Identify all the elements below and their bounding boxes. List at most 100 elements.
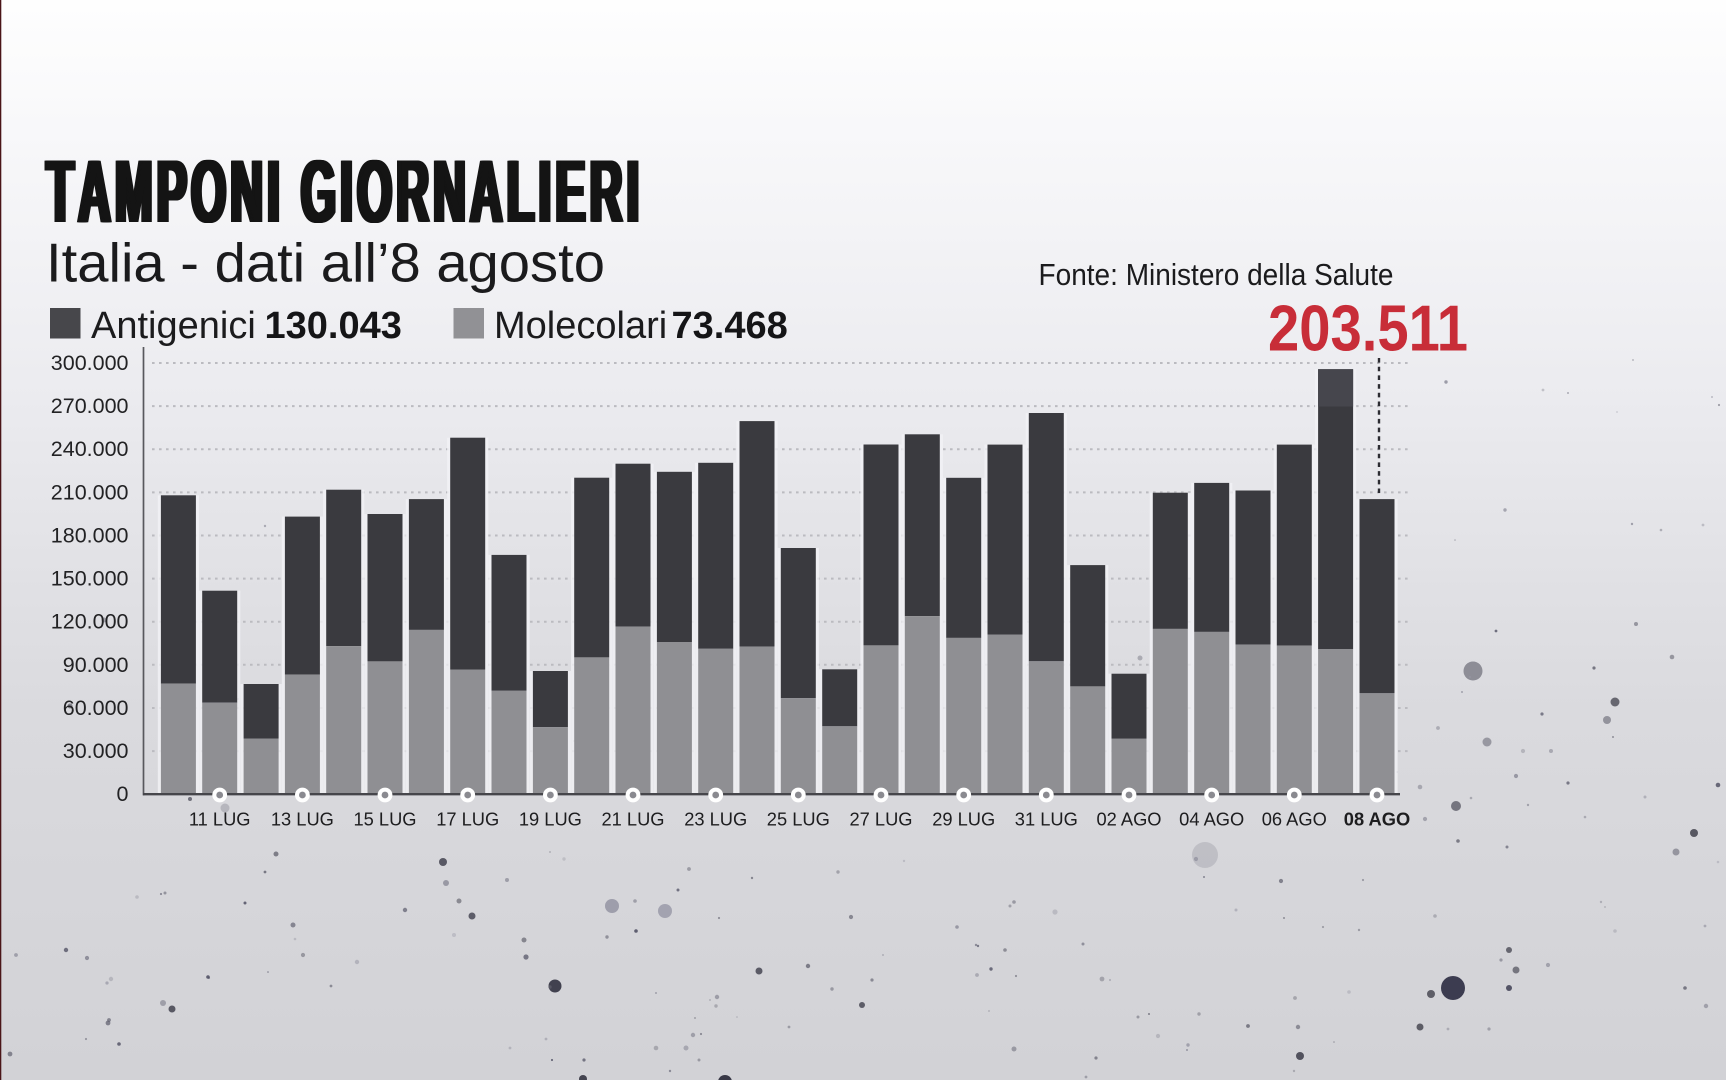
svg-text:E: E bbox=[555, 141, 585, 241]
svg-text:13 LUG: 13 LUG bbox=[271, 809, 334, 830]
svg-text:I: I bbox=[270, 141, 282, 241]
svg-text:08 AGO: 08 AGO bbox=[1344, 809, 1410, 830]
svg-text:O: O bbox=[190, 141, 225, 241]
svg-text:P: P bbox=[156, 141, 186, 241]
svg-text:L: L bbox=[505, 141, 532, 241]
svg-text:I: I bbox=[338, 141, 350, 241]
svg-text:31 LUG: 31 LUG bbox=[1015, 809, 1078, 830]
svg-text:I: I bbox=[540, 141, 552, 241]
svg-text:25 LUG: 25 LUG bbox=[767, 809, 830, 830]
svg-text:M: M bbox=[116, 141, 153, 241]
svg-text:M: M bbox=[115, 141, 152, 241]
svg-text:A: A bbox=[79, 141, 111, 241]
svg-text:M: M bbox=[113, 141, 150, 241]
svg-text:O: O bbox=[192, 141, 227, 241]
svg-text:I: I bbox=[341, 141, 353, 241]
svg-text:180.000: 180.000 bbox=[51, 524, 129, 548]
svg-text:I: I bbox=[539, 141, 551, 241]
svg-text:R: R bbox=[589, 141, 621, 241]
svg-text:N: N bbox=[231, 141, 263, 241]
svg-text:R: R bbox=[396, 141, 428, 241]
svg-text:T: T bbox=[46, 141, 73, 241]
svg-text:M: M bbox=[117, 141, 154, 241]
svg-text:I: I bbox=[629, 141, 641, 241]
svg-text:19 LUG: 19 LUG bbox=[519, 809, 582, 830]
svg-text:M: M bbox=[113, 141, 150, 241]
svg-text:A: A bbox=[80, 141, 112, 241]
svg-text:N: N bbox=[228, 141, 260, 241]
svg-text:O: O bbox=[359, 141, 394, 241]
svg-text:I: I bbox=[539, 141, 551, 241]
svg-text:30.000: 30.000 bbox=[63, 739, 129, 763]
svg-text:06 AGO: 06 AGO bbox=[1262, 809, 1327, 830]
svg-text:I: I bbox=[626, 141, 638, 241]
svg-text:I: I bbox=[340, 141, 352, 241]
svg-text:A: A bbox=[471, 141, 503, 241]
svg-text:I: I bbox=[267, 141, 279, 241]
svg-text:T: T bbox=[45, 141, 72, 241]
svg-text:O: O bbox=[360, 141, 395, 241]
svg-text:I: I bbox=[266, 141, 278, 241]
svg-text:I: I bbox=[628, 141, 640, 241]
svg-text:E: E bbox=[553, 141, 583, 241]
svg-text:R: R bbox=[591, 141, 623, 241]
svg-text:A: A bbox=[81, 141, 113, 241]
svg-text:A: A bbox=[77, 141, 109, 241]
svg-text:I: I bbox=[537, 141, 549, 241]
svg-text:R: R bbox=[397, 141, 429, 241]
svg-text:150.000: 150.000 bbox=[51, 567, 129, 591]
svg-text:E: E bbox=[556, 141, 586, 241]
svg-text:E: E bbox=[557, 141, 587, 241]
svg-text:I: I bbox=[625, 141, 637, 241]
svg-text:L: L bbox=[508, 141, 535, 241]
svg-text:I: I bbox=[627, 141, 639, 241]
svg-text:0: 0 bbox=[117, 782, 129, 806]
svg-text:27 LUG: 27 LUG bbox=[849, 809, 912, 830]
svg-text:R: R bbox=[590, 141, 622, 241]
svg-text:O: O bbox=[191, 141, 226, 241]
svg-text:O: O bbox=[189, 141, 224, 241]
svg-text:I: I bbox=[268, 141, 280, 241]
svg-text:A: A bbox=[468, 141, 500, 241]
svg-text:11 LUG: 11 LUG bbox=[189, 809, 251, 830]
svg-text:I: I bbox=[339, 141, 351, 241]
svg-text:N: N bbox=[432, 141, 464, 241]
svg-text:I: I bbox=[339, 141, 351, 241]
svg-text:I: I bbox=[624, 141, 636, 241]
svg-text:Antigenici: Antigenici bbox=[91, 305, 256, 347]
svg-text:I: I bbox=[269, 141, 281, 241]
svg-text:O: O bbox=[190, 141, 225, 241]
svg-text:T: T bbox=[47, 141, 74, 241]
svg-text:A: A bbox=[76, 141, 108, 241]
svg-text:N: N bbox=[436, 141, 468, 241]
svg-text:N: N bbox=[233, 141, 265, 241]
svg-text:15 LUG: 15 LUG bbox=[353, 809, 416, 830]
svg-text:M: M bbox=[114, 141, 151, 241]
svg-text:P: P bbox=[158, 141, 188, 241]
svg-text:T: T bbox=[46, 141, 73, 241]
svg-text:I: I bbox=[536, 141, 548, 241]
svg-text:G: G bbox=[303, 141, 338, 241]
svg-text:N: N bbox=[434, 141, 466, 241]
svg-text:300.000: 300.000 bbox=[51, 351, 129, 375]
svg-text:O: O bbox=[193, 141, 228, 241]
svg-text:Italia - dati all’8 agosto: Italia - dati all’8 agosto bbox=[46, 233, 605, 294]
svg-text:R: R bbox=[591, 141, 623, 241]
svg-text:L: L bbox=[507, 141, 534, 241]
svg-text:A: A bbox=[468, 141, 500, 241]
svg-text:I: I bbox=[265, 141, 277, 241]
svg-text:M: M bbox=[117, 141, 154, 241]
svg-text:21 LUG: 21 LUG bbox=[601, 809, 664, 830]
svg-text:E: E bbox=[558, 141, 588, 241]
svg-text:120.000: 120.000 bbox=[51, 610, 129, 634]
svg-text:A: A bbox=[78, 141, 110, 241]
svg-text:E: E bbox=[554, 141, 584, 241]
svg-text:A: A bbox=[470, 141, 502, 241]
svg-text:O: O bbox=[357, 141, 392, 241]
svg-text:N: N bbox=[230, 141, 262, 241]
svg-text:R: R bbox=[394, 141, 426, 241]
svg-text:I: I bbox=[538, 141, 550, 241]
svg-text:G: G bbox=[301, 141, 336, 241]
svg-text:N: N bbox=[432, 141, 464, 241]
svg-text:N: N bbox=[435, 141, 467, 241]
